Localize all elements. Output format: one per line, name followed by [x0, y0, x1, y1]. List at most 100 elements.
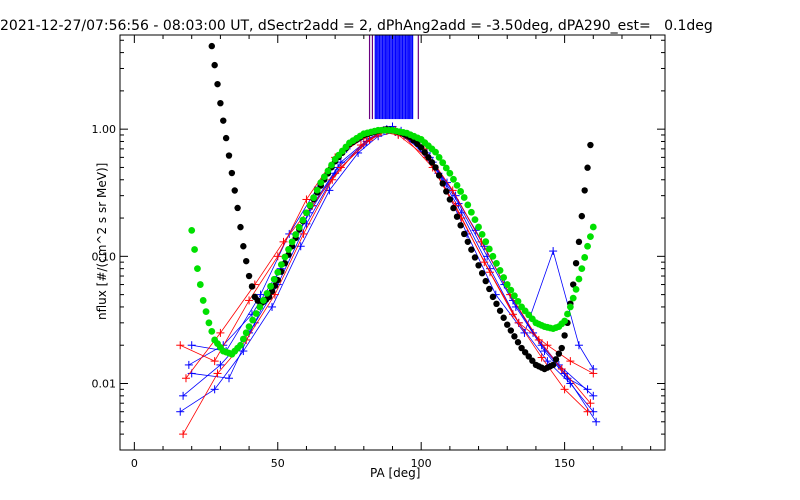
data-point-black: [208, 42, 215, 50]
data-point-blue: [520, 328, 529, 337]
data-point-red: [302, 195, 311, 204]
data-point-black: [464, 238, 471, 245]
data-point-black: [482, 277, 489, 285]
data-point-black: [428, 159, 436, 166]
data-point-green: [252, 310, 260, 317]
data-point-blue: [187, 341, 196, 350]
data-point-green: [439, 159, 447, 167]
data-point-green: [460, 194, 468, 201]
data-point-green: [249, 316, 257, 324]
data-point-red: [213, 369, 222, 378]
data-point-red: [534, 335, 543, 344]
data-point-black: [450, 204, 457, 212]
data-point-blue: [354, 148, 363, 157]
data-point-black: [575, 238, 583, 246]
data-point-black: [222, 134, 230, 142]
data-point-blue: [239, 347, 248, 356]
data-point-green: [450, 175, 457, 183]
data-point-black: [584, 164, 591, 171]
data-point-black: [489, 293, 497, 301]
data-point-green: [263, 289, 271, 297]
data-point-black: [558, 344, 565, 352]
data-point-green: [245, 323, 253, 331]
data-point-green: [500, 274, 508, 281]
data-point-green: [478, 230, 486, 238]
data-point-red: [336, 163, 345, 172]
data-point-green: [572, 285, 580, 293]
data-point-green: [324, 167, 332, 175]
data-point-green: [328, 161, 335, 169]
data-point-green: [196, 281, 204, 288]
data-point-red: [181, 374, 190, 383]
data-point-green: [485, 245, 493, 253]
data-point-black: [493, 300, 500, 308]
data-point-blue: [592, 417, 601, 426]
data-point-green: [442, 164, 450, 172]
data-point-blue: [268, 302, 277, 311]
data-point-red: [216, 328, 225, 337]
y-tick-label: 1.00: [92, 123, 117, 136]
data-point-blue: [566, 379, 575, 388]
data-point-green: [511, 292, 518, 300]
x-axis-label: PA [deg]: [370, 466, 421, 480]
data-point-green: [482, 238, 490, 246]
data-point-green: [493, 259, 500, 267]
data-point-black: [234, 204, 241, 212]
data-point-blue: [560, 369, 569, 378]
data-point-black: [581, 187, 588, 194]
data-point-blue: [176, 407, 185, 416]
data-point-black: [425, 154, 432, 161]
data-point-black: [421, 149, 428, 156]
data-point-red: [356, 141, 365, 150]
data-point-red: [176, 341, 185, 350]
data-point-red: [537, 353, 546, 362]
data-point-green: [274, 268, 282, 276]
data-point-black: [552, 356, 560, 363]
data-point-green: [464, 201, 472, 209]
data-point-blue: [574, 341, 583, 350]
data-point-green: [496, 267, 504, 274]
data-point-green: [256, 303, 264, 311]
data-point-red: [543, 341, 552, 350]
data-point-green: [202, 308, 210, 316]
data-point-black: [525, 353, 532, 360]
data-point-green: [239, 335, 247, 343]
data-point-red: [365, 136, 374, 145]
data-point-red: [583, 407, 592, 416]
data-point-blue: [543, 357, 552, 366]
data-point-green: [299, 216, 307, 224]
data-point-black: [514, 339, 522, 346]
x-tick-label: 50: [271, 457, 285, 470]
x-tick-label: 100: [411, 457, 432, 470]
data-point-green: [578, 265, 586, 273]
data-point-green: [285, 246, 292, 253]
data-point-red: [299, 229, 308, 238]
data-point-red: [245, 296, 254, 305]
data-point-green: [566, 303, 574, 311]
data-point-black: [240, 243, 247, 250]
data-point-green: [581, 254, 589, 261]
series-blue-line: [182, 131, 597, 423]
data-point-black: [471, 254, 479, 261]
data-point-black: [237, 223, 244, 231]
data-point-black: [461, 230, 468, 238]
data-point-blue: [184, 360, 193, 369]
data-point-black: [446, 196, 454, 203]
data-point-green: [313, 186, 321, 194]
data-point-black: [572, 259, 580, 267]
data-point-black: [504, 321, 511, 328]
data-point-green: [561, 317, 569, 325]
series-red-line: [182, 129, 591, 435]
data-point-black: [549, 361, 557, 369]
data-point-green: [471, 216, 479, 224]
data-point-green: [199, 297, 207, 304]
data-point-green: [191, 246, 198, 253]
data-point-green: [205, 319, 213, 327]
data-point-red: [210, 357, 219, 366]
data-point-green: [475, 223, 482, 231]
data-point-black: [457, 222, 464, 229]
data-point-black: [453, 213, 461, 220]
data-point-green: [446, 169, 454, 177]
data-point-black: [478, 269, 486, 277]
data-point-black: [439, 180, 446, 187]
